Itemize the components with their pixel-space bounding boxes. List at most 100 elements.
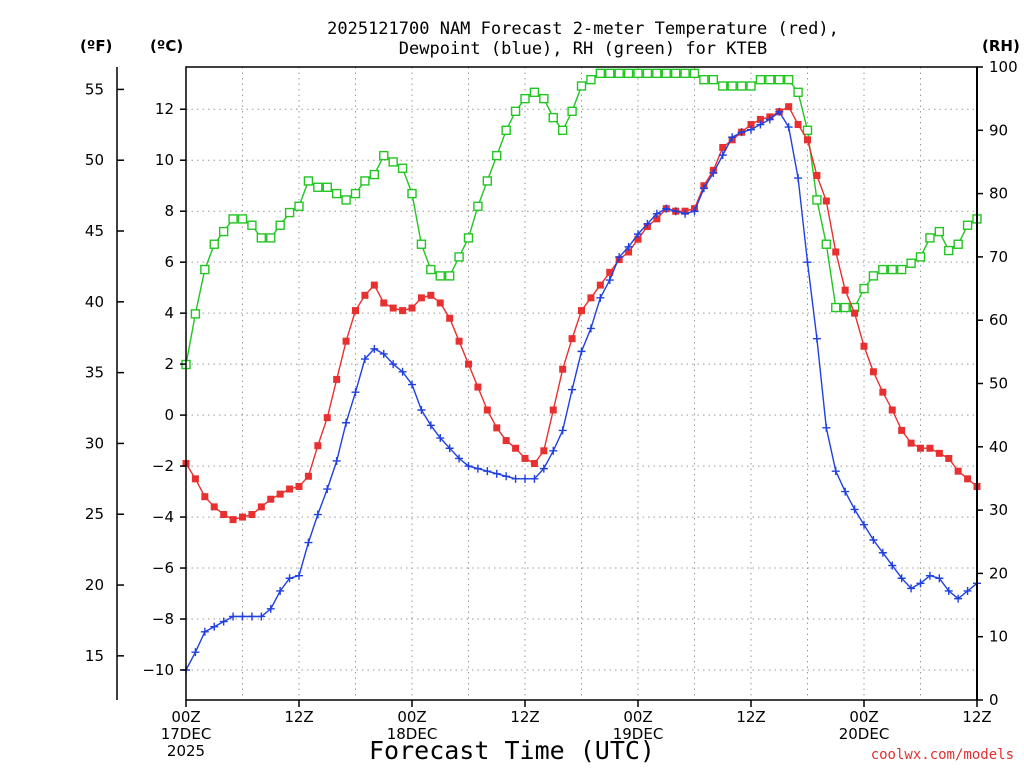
point-rh	[209, 239, 219, 249]
point-dewpoint	[266, 604, 275, 613]
point-rh	[454, 252, 464, 262]
fahrenheit-tick-label: 25	[85, 505, 104, 523]
chart-title-line-1: 2025121700 NAM Forecast 2-meter Temperat…	[327, 19, 839, 39]
x-tick-label: 12Z	[284, 708, 313, 726]
point-dewpoint	[219, 617, 228, 626]
point-temperature	[408, 304, 416, 312]
point-temperature	[314, 442, 322, 450]
point-rh	[529, 87, 540, 98]
point-temperature	[220, 511, 228, 519]
point-rh	[774, 74, 784, 85]
point-temperature	[964, 475, 972, 483]
point-rh	[783, 74, 794, 85]
point-rh	[482, 176, 493, 186]
point-rh	[859, 283, 869, 294]
point-temperature	[596, 281, 604, 289]
point-rh	[331, 188, 342, 199]
point-dewpoint	[728, 133, 737, 142]
point-dewpoint	[304, 538, 313, 547]
point-dewpoint	[577, 347, 586, 356]
x-tick-label: 00Z	[171, 708, 200, 726]
x-tick-label: 12Z	[510, 708, 539, 726]
point-dewpoint	[944, 586, 953, 595]
point-temperature	[286, 485, 294, 493]
point-temperature	[333, 375, 341, 383]
point-rh	[548, 112, 558, 123]
point-rh	[303, 176, 314, 186]
point-dewpoint	[417, 406, 426, 415]
point-dewpoint	[925, 571, 934, 580]
point-rh	[520, 93, 530, 104]
point-temperature	[229, 516, 237, 524]
point-temperature	[756, 115, 764, 123]
point-temperature	[465, 360, 472, 368]
credit-text: coolwx.com/models	[871, 747, 1014, 763]
point-dewpoint	[907, 584, 916, 593]
x-tick-label: 00Z	[397, 708, 426, 726]
point-rh	[388, 157, 398, 167]
point-rh	[812, 195, 822, 205]
point-temperature	[191, 475, 199, 483]
rh-tick-label: 50	[989, 375, 1008, 393]
point-rh	[708, 74, 719, 85]
point-rh	[256, 233, 267, 243]
point-temperature	[653, 215, 661, 223]
point-temperature	[493, 424, 501, 432]
point-dewpoint	[737, 128, 746, 137]
celsius-tick-label: −6	[152, 559, 174, 577]
rh-tick-label: 100	[989, 58, 1018, 76]
point-dewpoint	[765, 115, 774, 124]
point-dewpoint	[492, 469, 501, 478]
point-dewpoint	[370, 344, 379, 353]
point-rh	[689, 68, 700, 79]
point-rh	[322, 182, 332, 192]
point-temperature	[907, 439, 915, 447]
rh-tick-label: 80	[989, 185, 1008, 203]
point-temperature	[512, 444, 520, 452]
rh-tick-label: 60	[989, 311, 1008, 329]
point-temperature	[352, 307, 359, 315]
rh-tick-label: 30	[989, 501, 1008, 519]
point-dewpoint	[747, 125, 755, 134]
point-dewpoint	[643, 219, 652, 228]
point-dewpoint	[605, 276, 614, 285]
point-temperature	[568, 335, 576, 343]
point-rh	[228, 214, 238, 224]
point-dewpoint	[568, 385, 577, 394]
point-temperature	[869, 368, 877, 376]
point-dewpoint	[652, 209, 661, 218]
point-dewpoint	[455, 454, 464, 463]
point-temperature	[361, 291, 369, 299]
point-dewpoint	[342, 418, 351, 427]
point-rh	[444, 271, 455, 281]
point-temperature	[549, 406, 557, 414]
point-rh	[633, 68, 643, 79]
point-dewpoint	[408, 380, 416, 389]
point-dewpoint	[794, 174, 803, 183]
celsius-tick-label: −10	[142, 661, 174, 679]
point-temperature	[587, 294, 595, 302]
point-dewpoint	[803, 258, 812, 267]
celsius-unit-label: (ºC)	[150, 37, 183, 55]
point-temperature	[813, 172, 821, 180]
point-temperature	[860, 342, 868, 350]
point-dewpoint	[709, 168, 718, 177]
point-temperature	[427, 291, 435, 299]
point-dewpoint	[295, 571, 303, 580]
point-rh	[284, 207, 295, 218]
point-temperature	[239, 513, 246, 521]
point-temperature	[399, 307, 407, 315]
point-temperature	[257, 503, 265, 511]
point-dewpoint	[539, 464, 548, 473]
point-rh	[642, 68, 653, 79]
point-rh	[360, 176, 370, 186]
point-dewpoint	[878, 548, 887, 557]
point-temperature	[559, 365, 567, 373]
point-dewpoint	[285, 574, 294, 583]
point-rh	[501, 125, 511, 136]
point-dewpoint	[756, 120, 765, 129]
tick-labels: −10−8−6−4−202468101215202530354045505501…	[85, 58, 1018, 760]
point-temperature	[389, 304, 397, 312]
point-rh	[896, 264, 907, 275]
point-rh	[944, 245, 954, 256]
